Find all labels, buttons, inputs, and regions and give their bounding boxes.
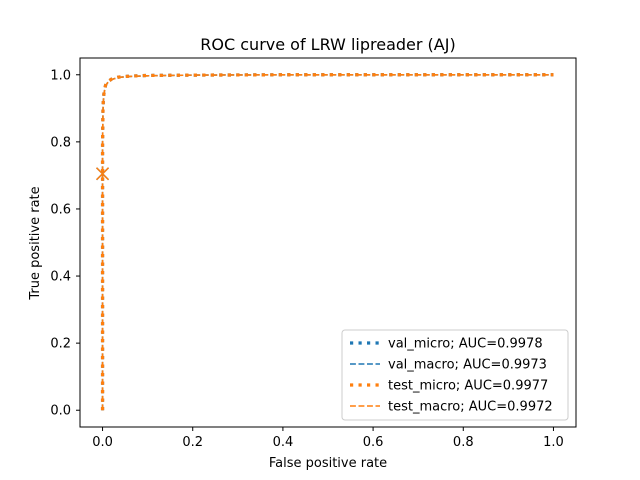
legend-label: val_macro; AUC=0.9973 bbox=[388, 358, 547, 373]
x-tick-label: 0.0 bbox=[92, 435, 113, 450]
legend-label: val_micro; AUC=0.9978 bbox=[388, 337, 543, 352]
legend: val_micro; AUC=0.9978 val_macro; AUC=0.99… bbox=[341, 329, 569, 421]
legend-label: test_micro; AUC=0.9977 bbox=[388, 379, 548, 394]
x-tick-label: 1.0 bbox=[543, 435, 564, 450]
legend-entry: val_micro; AUC=0.9978 bbox=[350, 337, 543, 352]
marker-layer bbox=[96, 167, 110, 181]
y-axis-title: True positive rate bbox=[28, 186, 43, 300]
x-axis-title: False positive rate bbox=[269, 456, 387, 471]
axes-frame bbox=[79, 57, 577, 428]
y-tick-label: 0.6 bbox=[50, 202, 71, 217]
x-tick-label: 0.2 bbox=[182, 435, 203, 450]
y-tick-label: 0.0 bbox=[50, 404, 71, 419]
x-axis: 0.0 0.2 0.4 0.6 0.8 1.0 bbox=[92, 427, 564, 450]
x-tick-label: 0.6 bbox=[363, 435, 384, 450]
legend-entries: val_micro; AUC=0.9978 val_macro; AUC=0.99… bbox=[350, 337, 553, 415]
chart-title: ROC curve of LRW lipreader (AJ) bbox=[200, 35, 455, 54]
series-layer bbox=[100, 73, 554, 411]
y-tick-label: 0.4 bbox=[50, 270, 71, 285]
legend-entry: test_macro; AUC=0.9972 bbox=[350, 400, 553, 415]
x-tick-label: 0.4 bbox=[273, 435, 294, 450]
legend-label: test_macro; AUC=0.9972 bbox=[388, 400, 553, 415]
y-tick-label: 0.2 bbox=[50, 337, 71, 352]
series-line-test-macro bbox=[101, 73, 554, 411]
y-tick-label: 1.0 bbox=[50, 68, 71, 83]
legend-entry: test_micro; AUC=0.9977 bbox=[350, 379, 548, 394]
plot-area bbox=[96, 73, 554, 411]
legend-box bbox=[341, 329, 569, 421]
legend-entry: val_macro; AUC=0.9973 bbox=[350, 358, 547, 373]
x-tick-label: 0.8 bbox=[453, 435, 474, 450]
operating-point-marker bbox=[96, 167, 110, 181]
y-tick-label: 0.8 bbox=[50, 135, 71, 150]
y-axis: 0.0 0.2 0.4 0.6 0.8 1.0 bbox=[50, 68, 80, 419]
